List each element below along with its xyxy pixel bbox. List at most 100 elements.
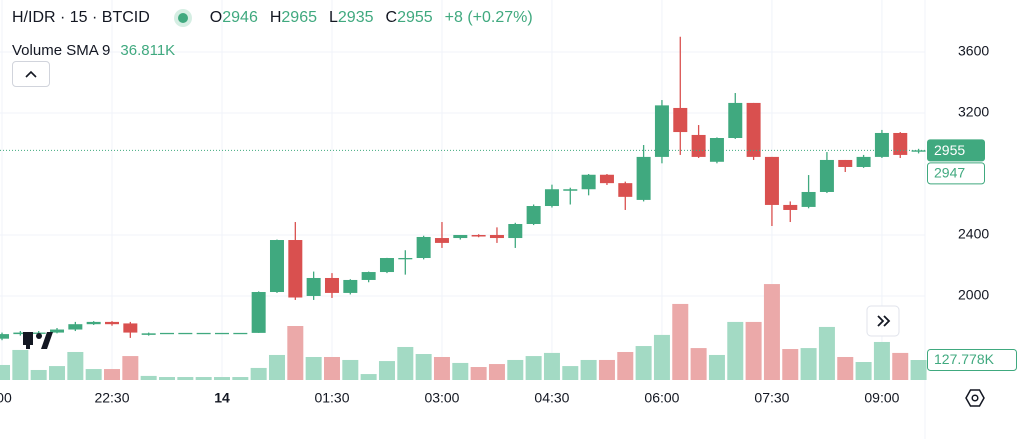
volume-bar — [415, 354, 432, 380]
ohlc-o: O2946 — [210, 9, 258, 27]
volume-label-box — [927, 349, 1017, 372]
ohlc-c: C2955 — [386, 9, 433, 27]
y-tick-label: 3200 — [958, 104, 989, 120]
x-tick-label: 09:00 — [864, 390, 899, 406]
y-tick-label: 2400 — [958, 226, 989, 242]
candle-body — [526, 206, 541, 225]
volume-bar — [67, 351, 84, 380]
x-tick-label: :00 — [0, 390, 12, 406]
logo-shape — [26, 332, 30, 349]
indicator-name: Volume SMA 9 — [12, 42, 111, 59]
ohlc-value: 2955 — [397, 9, 433, 26]
volume-bar — [104, 369, 121, 380]
candle-body — [563, 189, 578, 191]
x-tick-label: 04:30 — [534, 390, 569, 406]
candle-body — [178, 332, 193, 335]
candle-body — [416, 236, 431, 259]
candle-body — [874, 132, 889, 157]
volume-bar — [397, 346, 414, 380]
x-tick-label: 22:30 — [94, 390, 129, 406]
ohlc-label: L — [329, 9, 338, 26]
candle-body — [544, 189, 559, 207]
candle-body — [618, 183, 633, 197]
candle-body — [159, 332, 174, 335]
candle-body — [288, 240, 303, 298]
candle-body — [379, 258, 394, 273]
volume-bar — [452, 362, 469, 380]
change: +8 (+0.27%) — [444, 9, 533, 26]
volume-bar — [342, 359, 359, 380]
candle-body — [361, 272, 376, 280]
candle-body — [728, 102, 743, 139]
ohlc-value: 2935 — [337, 9, 374, 26]
candle-body — [141, 333, 156, 335]
volume-bar — [323, 356, 340, 380]
candle-body — [50, 329, 65, 333]
volume-bar — [543, 352, 560, 380]
candle-body — [508, 224, 523, 239]
candle-body — [673, 107, 688, 133]
settings-button[interactable] — [965, 389, 985, 407]
price-label-box — [927, 139, 985, 162]
volume-bar — [470, 367, 487, 380]
tv-logo — [23, 332, 53, 349]
candle-body — [0, 334, 10, 339]
volume-bar — [305, 356, 322, 380]
volume-bar — [177, 377, 194, 380]
x-tick-label: 07:30 — [754, 390, 789, 406]
volume-bar — [598, 359, 615, 380]
x-tick-label: 03:00 — [424, 390, 459, 406]
y-tick-label: 2000 — [958, 287, 989, 303]
candle-body — [489, 234, 504, 239]
volume-bar — [488, 364, 505, 380]
volume-bar — [635, 346, 652, 380]
legend: H/IDR · 15 · BTCID O2946 H2965 L2935 C29… — [12, 9, 533, 27]
volume-bar — [672, 303, 689, 380]
candle-body — [324, 277, 339, 293]
scroll-button[interactable] — [866, 305, 900, 337]
volume-bar — [232, 377, 249, 380]
volume-bar — [745, 321, 762, 380]
candle-body — [654, 105, 669, 157]
candle-body — [123, 323, 138, 333]
prev-label: 2947 — [934, 165, 965, 181]
collapse-button[interactable] — [12, 61, 50, 87]
volume-bar — [562, 366, 579, 380]
candle-body — [856, 156, 871, 167]
ohlc-label: H — [269, 9, 282, 26]
candle-body — [453, 234, 468, 239]
candle-body — [214, 332, 229, 335]
logo-shape — [36, 333, 42, 339]
volume-bar — [892, 352, 909, 380]
volume-bar — [49, 366, 66, 380]
volume-bar — [250, 367, 267, 380]
indicator[interactable]: Volume SMA 9 36.811K — [12, 42, 175, 59]
candle-body — [599, 174, 614, 184]
volume-bar — [690, 348, 707, 380]
volume-bar — [818, 326, 835, 380]
volume-bar — [580, 359, 597, 380]
candle-body — [269, 240, 284, 293]
volume-label: 127.778K — [934, 351, 995, 367]
volume-bar — [727, 321, 744, 380]
x-tick-label: 06:00 — [644, 390, 679, 406]
volume-bar — [653, 334, 670, 380]
candle-body — [398, 258, 413, 260]
x-tick-label: 01:30 — [314, 390, 349, 406]
status-dot — [177, 13, 188, 23]
candle-body — [636, 156, 651, 200]
indicator-value: 36.811K — [120, 42, 176, 59]
candle-body — [783, 204, 798, 210]
volume-bar — [855, 362, 872, 380]
candle-body — [581, 174, 596, 190]
chevron-up — [25, 70, 37, 78]
candle-body — [86, 321, 101, 325]
volume-bar — [30, 369, 47, 380]
ohlc-label: O — [209, 9, 223, 26]
volume-bar — [12, 349, 29, 380]
volume-bar — [708, 354, 725, 380]
candle-body — [68, 324, 83, 330]
candle-body — [746, 102, 761, 157]
volume-bar — [0, 364, 11, 380]
